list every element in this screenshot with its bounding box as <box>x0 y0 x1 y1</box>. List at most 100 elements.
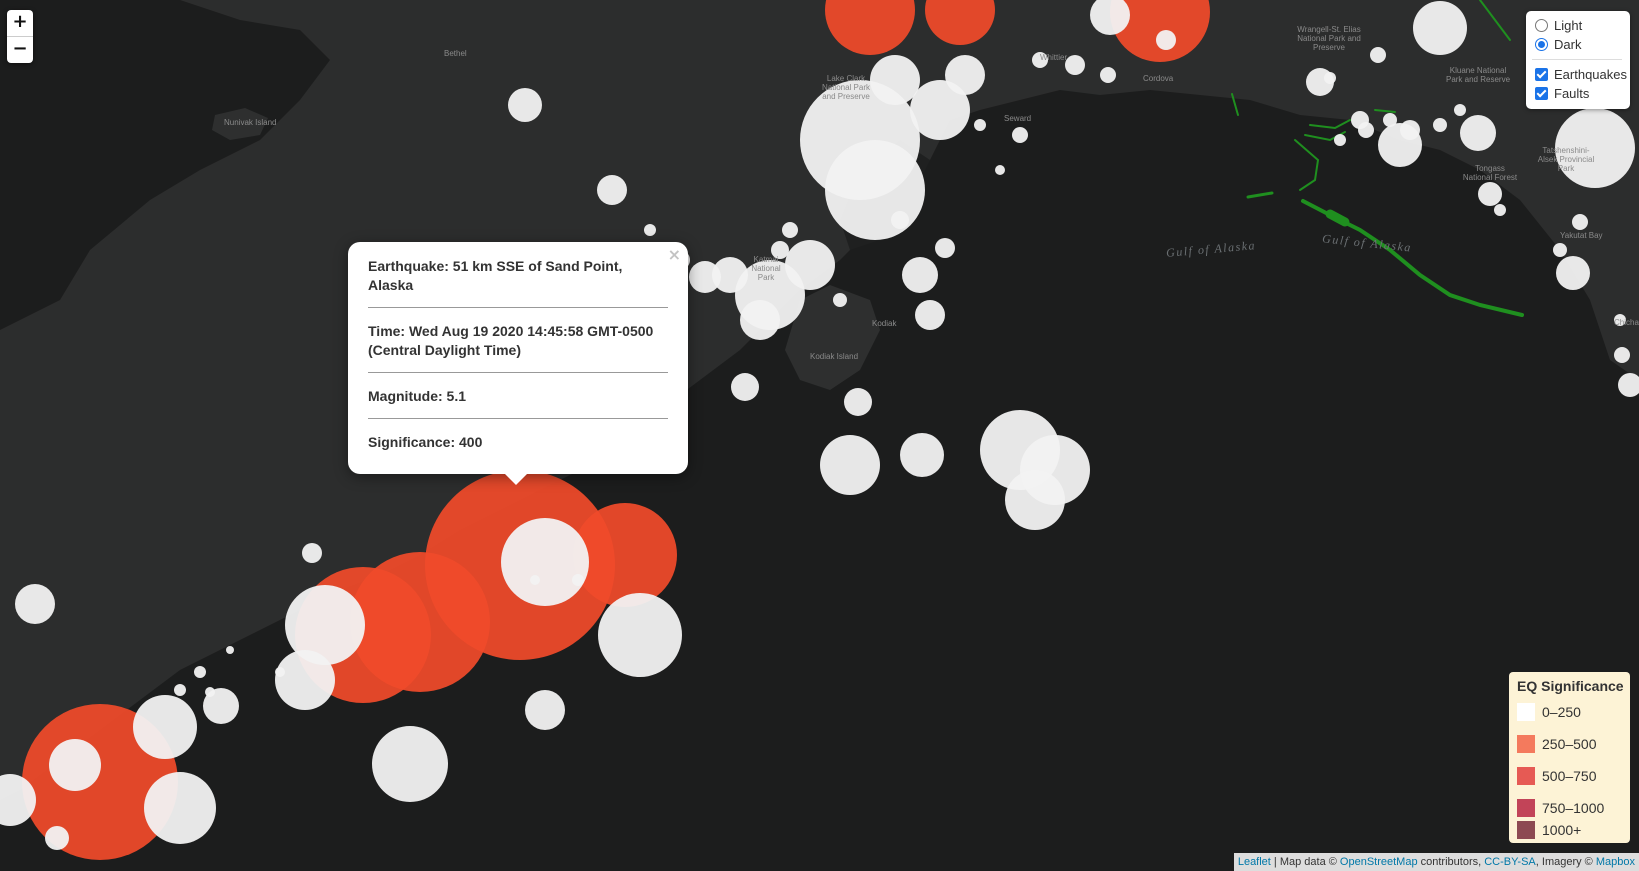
earthquake-marker[interactable] <box>275 650 335 710</box>
earthquake-marker[interactable] <box>45 826 69 850</box>
earthquake-marker[interactable] <box>1494 204 1506 216</box>
earthquake-marker[interactable] <box>910 80 970 140</box>
earthquake-marker[interactable] <box>974 119 986 131</box>
checkbox-earthquakes[interactable] <box>1535 68 1548 81</box>
earthquake-marker[interactable] <box>1400 120 1420 140</box>
earthquake-marker[interactable] <box>820 435 880 495</box>
earthquake-marker[interactable] <box>1012 127 1028 143</box>
earthquake-marker[interactable] <box>1614 347 1630 363</box>
earthquake-marker[interactable] <box>572 574 584 586</box>
earthquake-marker[interactable] <box>644 224 656 236</box>
mapbox-link[interactable]: Mapbox <box>1595 856 1635 868</box>
earthquake-marker[interactable] <box>597 175 627 205</box>
earthquake-marker[interactable] <box>275 667 285 677</box>
earthquake-marker[interactable] <box>1614 314 1626 326</box>
overlay-label: Earthquakes <box>1554 67 1627 82</box>
earthquake-marker[interactable] <box>900 433 944 477</box>
earthquake-marker[interactable] <box>1370 47 1386 63</box>
place-label: Cordova <box>1143 74 1174 83</box>
checkbox-faults[interactable] <box>1535 87 1548 100</box>
earthquake-marker[interactable] <box>508 88 542 122</box>
earthquake-popup: × Earthquake: 51 km SSE of Sand Point, A… <box>348 242 688 485</box>
earthquake-marker[interactable] <box>372 726 448 802</box>
earthquake-marker[interactable] <box>1413 1 1467 55</box>
earthquake-marker[interactable] <box>1065 55 1085 75</box>
earthquake-marker[interactable] <box>945 55 985 95</box>
earthquake-marker[interactable] <box>1572 214 1588 230</box>
zoom-in-button[interactable]: + <box>12 11 28 32</box>
earthquake-marker[interactable] <box>1324 72 1336 84</box>
earthquake-marker[interactable] <box>891 211 909 229</box>
earthquake-marker[interactable] <box>285 585 365 665</box>
earthquake-marker[interactable] <box>1553 243 1567 257</box>
earthquake-marker[interactable] <box>573 503 677 607</box>
earthquake-marker[interactable] <box>844 388 872 416</box>
earthquake-marker[interactable] <box>995 165 1005 175</box>
fault-line <box>1246 191 1274 199</box>
earthquake-marker[interactable] <box>174 684 186 696</box>
earthquake-marker[interactable] <box>1478 182 1502 206</box>
earthquake-marker[interactable] <box>1090 0 1130 35</box>
base-layer-dark[interactable]: Dark <box>1526 35 1630 54</box>
earthquake-marker[interactable] <box>133 695 197 759</box>
earthquake-marker[interactable] <box>825 140 925 240</box>
overlay-earthquakes[interactable]: Earthquakes <box>1526 65 1630 84</box>
legend-title: EQ Significance <box>1517 678 1624 694</box>
earthquake-marker[interactable] <box>915 300 945 330</box>
osm-link[interactable]: OpenStreetMap <box>1339 856 1418 868</box>
earthquake-marker[interactable] <box>49 739 101 791</box>
radio-dark[interactable] <box>1535 38 1548 51</box>
earthquake-marker[interactable] <box>689 261 721 293</box>
license-link[interactable]: CC-BY-SA <box>1484 856 1536 868</box>
earthquake-marker[interactable] <box>825 0 915 55</box>
earthquake-marker[interactable] <box>1383 113 1397 127</box>
overlay-faults[interactable]: Faults <box>1526 84 1630 103</box>
earthquake-marker[interactable] <box>1156 30 1176 50</box>
earthquake-marker[interactable] <box>1110 0 1210 62</box>
earthquake-marker[interactable] <box>740 300 780 340</box>
earthquake-marker[interactable] <box>205 687 215 697</box>
earthquake-marker[interactable] <box>1460 115 1496 151</box>
earthquake-marker[interactable] <box>1100 67 1116 83</box>
earthquake-marker[interactable] <box>1351 111 1369 129</box>
earthquake-marker[interactable] <box>0 774 36 826</box>
fault-line <box>1231 93 1239 116</box>
earthquake-marker[interactable] <box>935 238 955 258</box>
earthquake-marker[interactable] <box>501 518 589 606</box>
earthquake-marker[interactable] <box>1454 104 1466 116</box>
earthquake-marker[interactable] <box>785 240 835 290</box>
earthquake-marker[interactable] <box>902 257 938 293</box>
popup-earthquake: Earthquake: 51 km SSE of Sand Point, Ala… <box>368 258 623 293</box>
zoom-out-button[interactable]: − <box>7 36 33 63</box>
earthquake-marker[interactable] <box>1556 256 1590 290</box>
earthquake-marker[interactable] <box>833 293 847 307</box>
earthquake-marker[interactable] <box>1618 373 1639 397</box>
earthquake-marker[interactable] <box>1032 52 1048 68</box>
base-layer-light[interactable]: Light <box>1526 16 1630 35</box>
earthquake-marker[interactable] <box>144 772 216 844</box>
earthquake-marker[interactable] <box>870 55 920 105</box>
earthquake-marker[interactable] <box>1433 118 1447 132</box>
earthquake-marker[interactable] <box>782 222 798 238</box>
earthquake-marker[interactable] <box>530 575 540 585</box>
earthquake-marker[interactable] <box>1555 108 1635 188</box>
earthquake-marker[interactable] <box>302 543 322 563</box>
earthquake-marker[interactable] <box>194 666 206 678</box>
earthquake-marker[interactable] <box>226 646 234 654</box>
layer-control: Light Dark Earthquakes Faults <box>1526 11 1630 109</box>
earthquake-marker[interactable] <box>712 257 748 293</box>
earthquake-marker[interactable] <box>925 0 995 45</box>
legend-label: 1000+ <box>1542 822 1582 838</box>
earthquake-marker[interactable] <box>771 241 789 259</box>
earthquake-marker[interactable] <box>731 373 759 401</box>
earthquake-marker[interactable] <box>15 584 55 624</box>
earthquake-marker[interactable] <box>525 690 565 730</box>
earthquake-marker[interactable] <box>203 688 239 724</box>
earthquake-marker[interactable] <box>1334 134 1346 146</box>
radio-light[interactable] <box>1535 19 1548 32</box>
close-icon[interactable]: × <box>667 245 681 264</box>
earthquake-marker[interactable] <box>1020 435 1090 505</box>
earthquake-marker[interactable] <box>598 593 682 677</box>
leaflet-link[interactable]: Leaflet <box>1237 856 1271 868</box>
